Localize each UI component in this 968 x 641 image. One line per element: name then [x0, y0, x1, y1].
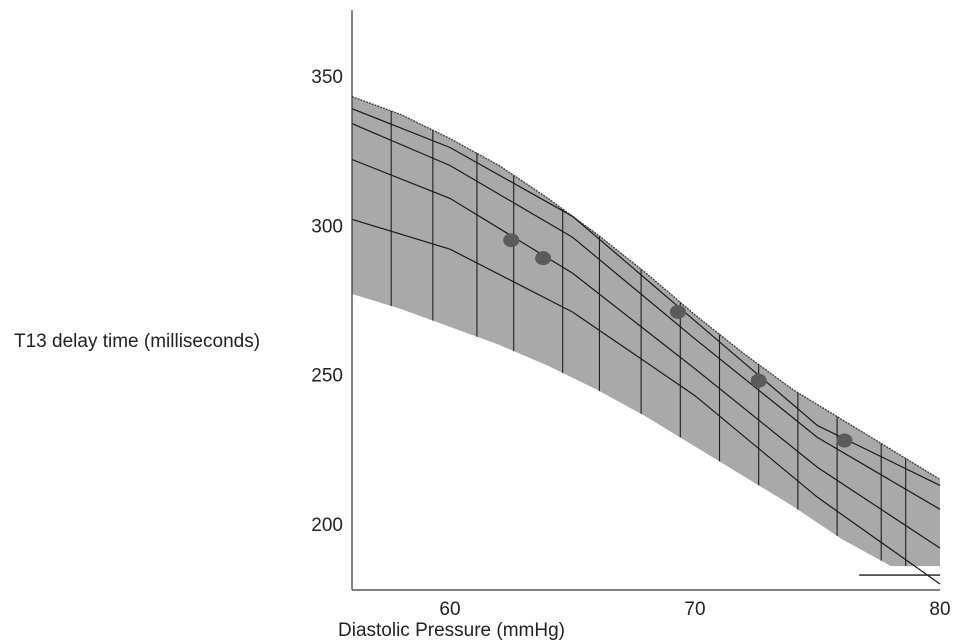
- contour-line: [351, 158, 941, 549]
- band-upper-edge: [351, 96, 941, 480]
- y-axis-label: T13 delay time (milliseconds): [14, 331, 260, 352]
- data-point: [503, 233, 520, 248]
- axes: [351, 10, 940, 591]
- contour-line: [351, 123, 941, 510]
- data-point: [750, 373, 767, 388]
- data-point: [669, 304, 686, 319]
- x-tick-label: 70: [684, 599, 705, 620]
- y-tick-label: 300: [311, 216, 343, 237]
- plot-area: [351, 96, 941, 585]
- data-point: [535, 251, 552, 266]
- x-tick-label: 80: [929, 599, 950, 620]
- contour-line: [351, 108, 941, 486]
- x-tick-label: 60: [439, 599, 460, 620]
- y-tick-label: 200: [311, 515, 343, 536]
- tick-labels: 200 250 300 350 60 70 80: [311, 67, 950, 620]
- y-tick-label: 350: [311, 67, 343, 88]
- shaded-band: [352, 96, 940, 567]
- y-tick-label: 250: [311, 366, 343, 387]
- data-point: [836, 433, 853, 448]
- contour-line: [351, 218, 941, 585]
- x-axis-label: Diastolic Pressure (mmHg): [338, 620, 565, 641]
